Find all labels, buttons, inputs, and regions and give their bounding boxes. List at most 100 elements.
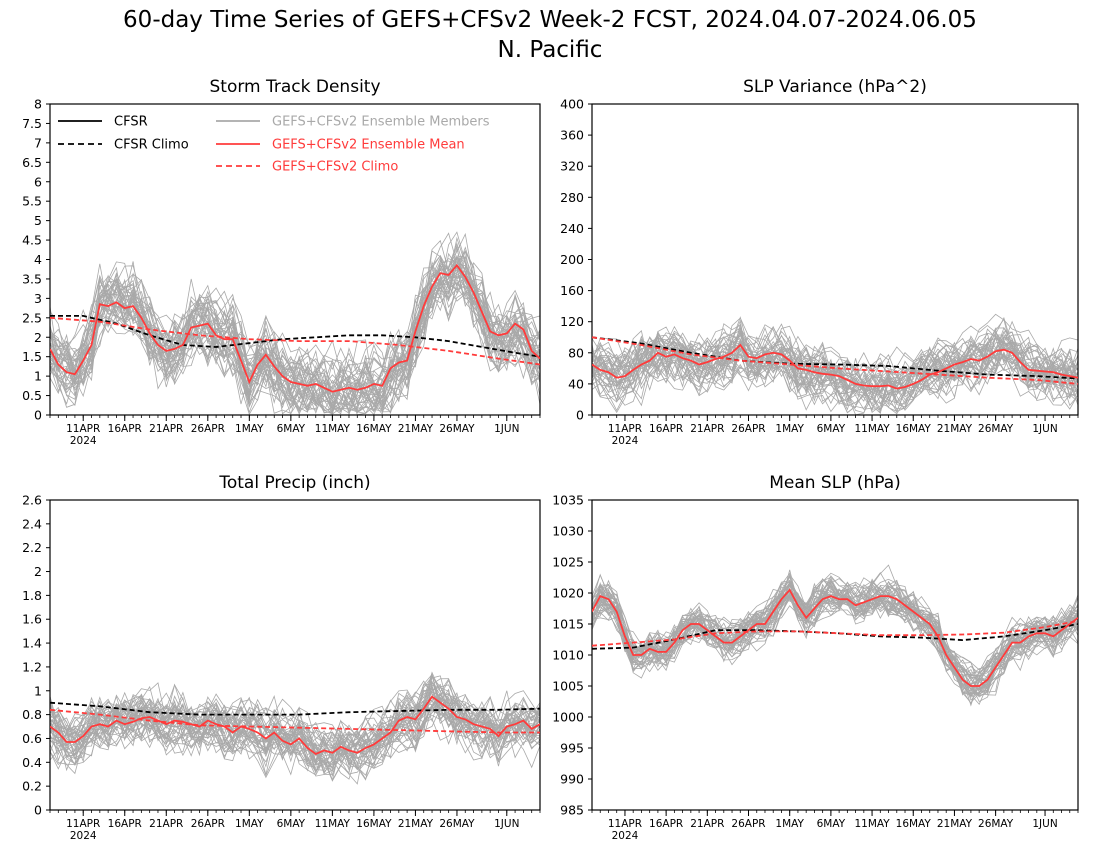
x-tick-label: 6MAY: [277, 423, 306, 435]
legend-label-cfsr-climo: CFSR Climo: [114, 138, 189, 153]
y-tick-label: 360: [560, 128, 584, 143]
legend-label-model-climo: GEFS+CFSv2 Climo: [272, 160, 398, 175]
x-tick-label: 26MAY: [439, 423, 475, 435]
ensemble-member-line: [50, 694, 540, 762]
x-tick-label: 21APR: [690, 818, 724, 830]
y-tick-label: 1005: [552, 679, 584, 694]
ensemble-member-line: [50, 244, 540, 403]
y-tick-label: 240: [560, 221, 584, 236]
x-tick-label: 16APR: [108, 423, 142, 435]
x-tick-label: 1JUN: [494, 423, 519, 435]
ensemble-members: [50, 231, 540, 415]
x-tick-label: 21MAY: [937, 818, 973, 830]
y-tick-label: 0.6: [22, 731, 42, 746]
series-ens-mean: [50, 695, 540, 756]
y-tick-label: 1025: [552, 555, 584, 570]
ensemble-member-line: [50, 684, 540, 779]
x-tick-label: 26MAY: [439, 818, 475, 830]
series-model-climo: [592, 620, 1078, 647]
y-tick-label: 7.5: [22, 116, 42, 131]
series-ens-mean: [50, 263, 540, 393]
ensemble-member-line: [50, 249, 540, 415]
y-tick-label: 8: [34, 97, 42, 112]
ensemble-member-line: [50, 254, 540, 395]
series-ens-mean: [592, 588, 1078, 687]
series-lines: [592, 588, 1078, 687]
ensemble-member-line: [592, 318, 1078, 415]
ensemble-member-line: [50, 260, 540, 415]
y-tick-label: 3: [34, 291, 42, 306]
y-tick-label: 7: [34, 135, 42, 150]
y-tick-label: 2.6: [22, 493, 42, 508]
y-tick-label: 200: [560, 252, 584, 267]
series-lines: [50, 695, 540, 756]
x-tick-label: 21APR: [149, 818, 183, 830]
x-tick-label: 11MAY: [854, 818, 890, 830]
ensemble-member-line: [592, 316, 1078, 414]
x-tick-label: 21MAY: [937, 423, 973, 435]
x-tick-label: 26APR: [731, 818, 765, 830]
ensemble-member-line: [592, 584, 1078, 688]
y-tick-label: 1.4: [22, 636, 42, 651]
ensemble-member-line: [592, 582, 1078, 695]
x-tick-label: 26MAY: [978, 423, 1014, 435]
x-tick-label: 11MAY: [854, 423, 890, 435]
y-tick-label: 1.8: [22, 588, 42, 603]
figure-title: 60-day Time Series of GEFS+CFSv2 Week-2 …: [123, 7, 977, 33]
ensemble-member-line: [50, 232, 540, 415]
x-tick-label: 11APR: [66, 423, 100, 435]
panel-storm-track-density: Storm Track Density 0 0.5 1 1.5 2 2.5 3 3.5 4 4.5 5…: [22, 77, 541, 447]
ensemble-member-line: [50, 239, 540, 415]
panel-mean-slp: Mean SLP (hPa) 985 990 995 1000 1005 1010 1015 1…: [552, 473, 1079, 842]
x-tick-label: 1JUN: [1032, 423, 1057, 435]
ensemble-member-line: [592, 584, 1078, 694]
x-tick-label: 11APR: [66, 818, 100, 830]
y-tick-label: 3.5: [22, 271, 42, 286]
series-ens-mean: [592, 343, 1078, 390]
ensemble-member-line: [50, 679, 540, 769]
panel-title: SLP Variance (hPa^2): [743, 77, 927, 97]
x-tick-label: 26MAY: [978, 818, 1014, 830]
legend: CFSR CFSR Climo GEFS+CFSv2 Ensemble Member…: [58, 115, 490, 175]
y-tick-label: 80: [568, 345, 584, 360]
series-cfsr-climo: [592, 336, 1078, 380]
y-tick-label: 1035: [552, 493, 584, 508]
y-tick-label: 1.6: [22, 612, 42, 627]
x-tick-label: 26APR: [731, 423, 765, 435]
y-tick-label: 2.4: [22, 516, 42, 531]
ensemble-member-line: [50, 255, 540, 408]
x-tick-label: 16APR: [649, 818, 683, 830]
ensemble-member-line: [50, 680, 540, 768]
x-tick-label: 16MAY: [356, 818, 392, 830]
x-tick-label: 26APR: [191, 423, 225, 435]
x-tick-label: 16APR: [649, 423, 683, 435]
x-tick-label: 1MAY: [235, 423, 264, 435]
x-tick-label: 16APR: [108, 818, 142, 830]
y-tick-label: 1000: [552, 710, 584, 725]
y-tick-label: 0.5: [22, 388, 42, 403]
y-tick-label: 0: [34, 408, 42, 423]
x-tick-label: 1MAY: [775, 818, 804, 830]
y-tick-label: 1030: [552, 524, 584, 539]
legend-label-ens-mean: GEFS+CFSv2 Ensemble Mean: [272, 138, 465, 153]
ensemble-members: [50, 671, 540, 785]
y-tick-label: 1: [34, 369, 42, 384]
panel-title: Storm Track Density: [209, 77, 380, 97]
y-tick-label: 160: [560, 283, 584, 298]
y-tick-label: 5.5: [22, 194, 42, 209]
series-lines: [592, 336, 1078, 390]
y-tick-label: 4: [34, 252, 42, 267]
ensemble-member-line: [592, 579, 1078, 703]
y-tick-label: 1.5: [22, 349, 42, 364]
ensemble-member-line: [592, 564, 1078, 682]
ensemble-member-line: [592, 582, 1078, 693]
ensemble-member-line: [592, 313, 1078, 400]
x-tick-label: 16MAY: [896, 818, 932, 830]
y-tick-label: 6.5: [22, 155, 42, 170]
x-tick-label: 11APR: [608, 423, 642, 435]
ensemble-member-line: [592, 573, 1078, 693]
panel-slp-variance: SLP Variance (hPa^2) 0 40 80 120 160 200 240 280…: [560, 77, 1079, 447]
x-tick-label: 11MAY: [315, 423, 351, 435]
y-tick-label: 0.2: [22, 779, 42, 794]
